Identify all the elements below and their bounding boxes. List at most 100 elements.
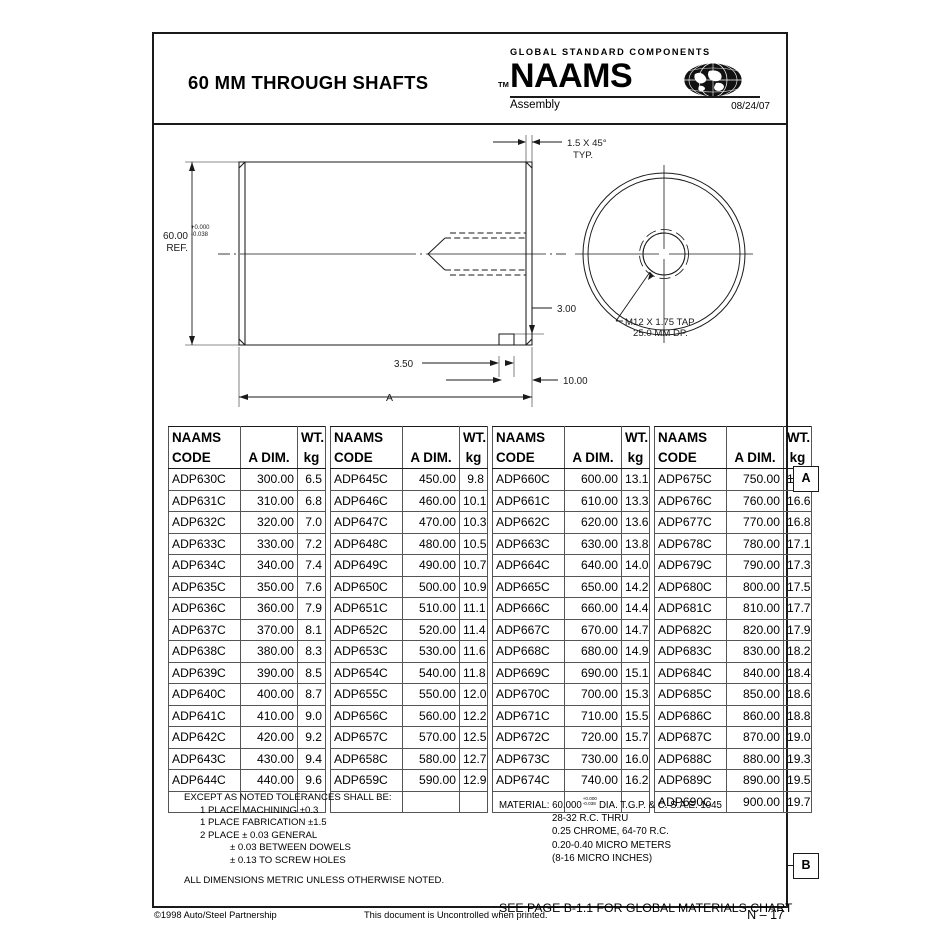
table-cell-adim[interactable]: 550.00 [402, 683, 460, 706]
table-cell-adim[interactable]: 390.00 [240, 661, 298, 684]
table-cell-wt[interactable]: 19.0 [783, 726, 812, 749]
table-cell-adim[interactable]: 480.00 [402, 532, 460, 555]
table-cell-wt[interactable]: 7.4 [297, 554, 326, 577]
table-cell-wt[interactable]: 7.6 [297, 575, 326, 598]
table-cell-wt[interactable]: 7.2 [297, 532, 326, 555]
table-cell-wt[interactable]: 13.8 [621, 532, 650, 555]
table-cell-wt[interactable]: 12.9 [459, 769, 488, 792]
table-row[interactable]: ADP633C 330.00 7.2 ADP648C 480.00 10.5 ADP663C… [168, 532, 812, 555]
table-cell-wt[interactable]: 10.1 [459, 489, 488, 512]
table-cell-adim[interactable]: 820.00 [726, 618, 784, 641]
table-cell-code[interactable]: ADP676C [654, 489, 727, 512]
table-cell-code[interactable]: ADP636C [168, 597, 241, 620]
table-cell-code[interactable]: ADP647C [330, 511, 403, 534]
table-cell-code[interactable]: ADP683C [654, 640, 727, 663]
table-cell-adim[interactable]: 800.00 [726, 575, 784, 598]
table-cell-adim[interactable]: 710.00 [564, 704, 622, 727]
table-cell-wt[interactable]: 16.2 [621, 769, 650, 792]
table-cell-adim[interactable]: 500.00 [402, 575, 460, 598]
table-cell-adim[interactable]: 870.00 [726, 726, 784, 749]
table-row[interactable]: ADP636C 360.00 7.9 ADP651C 510.00 11.1 ADP666C… [168, 597, 812, 620]
table-cell-adim[interactable]: 360.00 [240, 597, 298, 620]
table-cell-code[interactable]: ADP684C [654, 661, 727, 684]
table-cell-code[interactable]: ADP672C [492, 726, 565, 749]
table-cell-adim[interactable]: 590.00 [402, 769, 460, 792]
table-cell-wt[interactable]: 17.9 [783, 618, 812, 641]
table-cell-wt[interactable]: 10.3 [459, 511, 488, 534]
table-cell-wt[interactable]: 16.6 [783, 489, 812, 512]
table-cell-code[interactable]: ADP652C [330, 618, 403, 641]
table-cell-wt[interactable]: 19.5 [783, 769, 812, 792]
table-cell-code[interactable]: ADP680C [654, 575, 727, 598]
table-cell-wt[interactable]: 9.6 [297, 769, 326, 792]
table-cell-code[interactable]: ADP674C [492, 769, 565, 792]
table-cell-code[interactable]: ADP639C [168, 661, 241, 684]
table-cell-adim[interactable]: 810.00 [726, 597, 784, 620]
table-row[interactable]: ADP638C 380.00 8.3 ADP653C 530.00 11.6 ADP668C… [168, 640, 812, 663]
table-cell-wt[interactable]: 15.1 [621, 661, 650, 684]
table-cell-adim[interactable]: 540.00 [402, 661, 460, 684]
table-cell-code[interactable]: ADP632C [168, 511, 241, 534]
table-cell-adim[interactable]: 680.00 [564, 640, 622, 663]
table-cell-code[interactable]: ADP638C [168, 640, 241, 663]
table-cell-code[interactable]: ADP688C [654, 747, 727, 770]
table-cell-adim[interactable]: 420.00 [240, 726, 298, 749]
table-cell-adim[interactable]: 380.00 [240, 640, 298, 663]
table-cell-adim[interactable]: 770.00 [726, 511, 784, 534]
table-cell-code[interactable]: ADP648C [330, 532, 403, 555]
table-cell-adim[interactable]: 720.00 [564, 726, 622, 749]
table-cell-adim[interactable]: 530.00 [402, 640, 460, 663]
table-cell-adim[interactable]: 310.00 [240, 489, 298, 512]
table-cell-wt[interactable]: 12.5 [459, 726, 488, 749]
table-cell-wt[interactable]: 9.2 [297, 726, 326, 749]
table-row[interactable]: ADP634C 340.00 7.4 ADP649C 490.00 10.7 ADP664C… [168, 554, 812, 577]
table-cell-wt[interactable]: 9.4 [297, 747, 326, 770]
table-cell-wt[interactable]: 17.5 [783, 575, 812, 598]
table-cell-wt[interactable]: 13.3 [621, 489, 650, 512]
table-cell-code[interactable]: ADP654C [330, 661, 403, 684]
table-cell-code[interactable]: ADP631C [168, 489, 241, 512]
table-row[interactable]: ADP630C 300.00 6.5 ADP645C 450.00 9.8 ADP660C 6… [168, 468, 812, 491]
table-cell-adim[interactable]: 610.00 [564, 489, 622, 512]
table-cell-adim[interactable]: 330.00 [240, 532, 298, 555]
table-cell-adim[interactable]: 700.00 [564, 683, 622, 706]
table-cell-wt[interactable]: 14.4 [621, 597, 650, 620]
table-cell-code[interactable]: ADP689C [654, 769, 727, 792]
table-cell-adim[interactable]: 640.00 [564, 554, 622, 577]
table-cell-adim[interactable]: 850.00 [726, 683, 784, 706]
table-cell-code[interactable]: ADP670C [492, 683, 565, 706]
table-cell-code[interactable]: ADP646C [330, 489, 403, 512]
table-cell-code[interactable]: ADP634C [168, 554, 241, 577]
table-row[interactable]: ADP637C 370.00 8.1 ADP652C 520.00 11.4 ADP667C… [168, 618, 812, 641]
table-cell-adim[interactable]: 860.00 [726, 704, 784, 727]
table-cell-adim[interactable]: 430.00 [240, 747, 298, 770]
table-cell-code[interactable]: ADP666C [492, 597, 565, 620]
table-cell-adim[interactable]: 440.00 [240, 769, 298, 792]
table-cell-code[interactable]: ADP664C [492, 554, 565, 577]
table-cell-wt[interactable]: 9.8 [459, 468, 488, 491]
table-cell-code[interactable]: ADP657C [330, 726, 403, 749]
table-cell-code[interactable]: ADP669C [492, 661, 565, 684]
table-cell-wt[interactable]: 12.0 [459, 683, 488, 706]
table-cell-wt[interactable]: 14.2 [621, 575, 650, 598]
table-cell-adim[interactable]: 490.00 [402, 554, 460, 577]
table-cell-code[interactable]: ADP677C [654, 511, 727, 534]
table-cell-code[interactable]: ADP659C [330, 769, 403, 792]
table-cell-wt[interactable]: 16.8 [783, 511, 812, 534]
table-cell-wt[interactable]: 18.4 [783, 661, 812, 684]
table-cell-adim[interactable]: 900.00 [726, 790, 784, 813]
table-row[interactable]: ADP639C 390.00 8.5 ADP654C 540.00 11.8 ADP669C… [168, 661, 812, 684]
table-cell-code[interactable]: ADP653C [330, 640, 403, 663]
table-cell-adim[interactable]: 890.00 [726, 769, 784, 792]
table-cell-adim[interactable]: 510.00 [402, 597, 460, 620]
revision-tab-b[interactable]: B [793, 853, 819, 879]
table-cell-adim[interactable]: 750.00 [726, 468, 784, 491]
table-cell-adim[interactable]: 620.00 [564, 511, 622, 534]
table-cell-code[interactable]: ADP655C [330, 683, 403, 706]
table-cell-adim[interactable]: 760.00 [726, 489, 784, 512]
table-cell-wt[interactable]: 8.5 [297, 661, 326, 684]
table-cell-wt[interactable]: 14.9 [621, 640, 650, 663]
table-cell-adim[interactable]: 410.00 [240, 704, 298, 727]
table-row[interactable]: ADP644C 440.00 9.6 ADP659C 590.00 12.9 ADP674C… [168, 769, 812, 792]
table-cell-wt[interactable]: 16.0 [621, 747, 650, 770]
